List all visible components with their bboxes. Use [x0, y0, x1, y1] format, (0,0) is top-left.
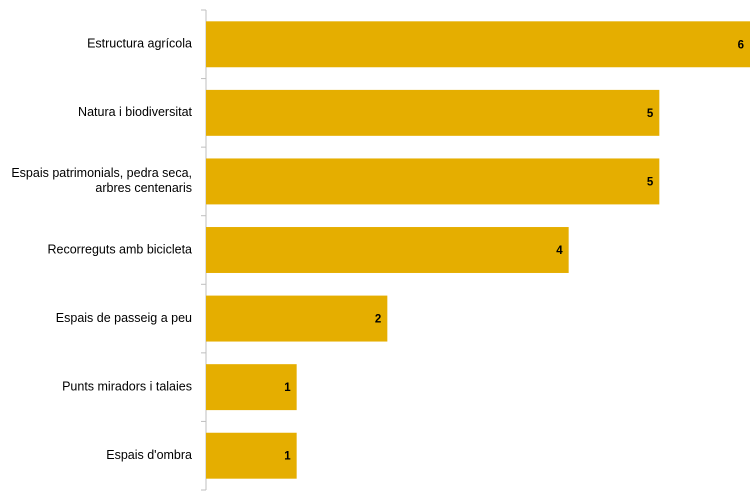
category-label: Recorreguts amb bicicleta	[47, 242, 192, 256]
category-label: Punts miradors i talaies	[62, 379, 192, 393]
value-labels: 6 5 5 4 2 1 1	[284, 39, 744, 462]
value-label: 5	[647, 176, 654, 188]
bar	[206, 21, 750, 68]
category-label: Estructura agrícola	[87, 37, 192, 51]
category-label: Natura i biodiversitat	[78, 105, 192, 119]
value-label: 4	[556, 245, 563, 257]
bar	[206, 158, 660, 205]
bars-group	[206, 21, 750, 479]
value-label: 5	[647, 108, 654, 120]
bar	[206, 432, 297, 479]
category-axis-ticks	[201, 9, 206, 491]
category-label: Espais d'ombra	[106, 448, 192, 462]
value-label: 1	[284, 451, 291, 463]
bar	[206, 295, 388, 342]
bar	[206, 227, 569, 273]
value-label: 2	[375, 314, 381, 326]
category-label: Espais patrimonials, pedra seca, arbres c…	[11, 166, 192, 195]
bar	[206, 89, 660, 136]
bar	[206, 364, 297, 411]
value-label: 6	[738, 39, 744, 51]
value-label: 1	[284, 382, 291, 394]
category-labels: Estructura agrícola Natura i biodiversita…	[11, 37, 192, 462]
category-label: Espais de passeig a peu	[56, 311, 192, 325]
